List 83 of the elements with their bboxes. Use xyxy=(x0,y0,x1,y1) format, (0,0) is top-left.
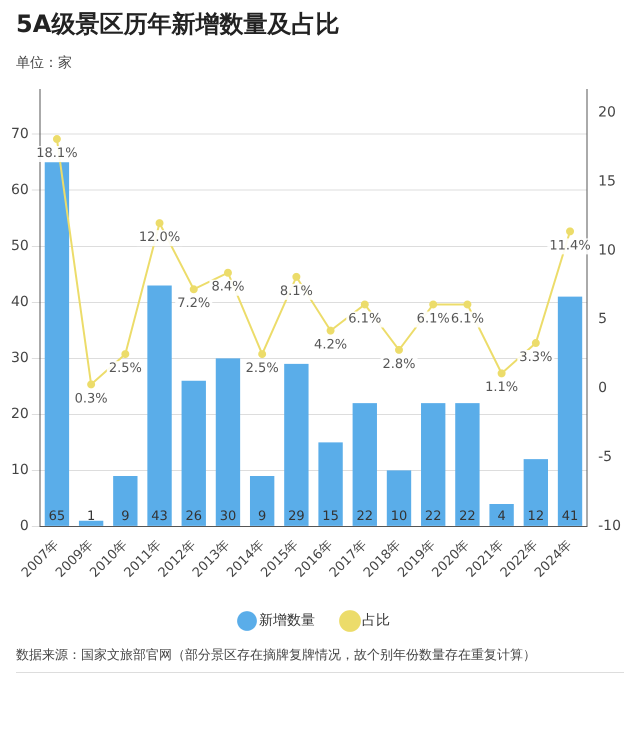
bar xyxy=(78,520,104,526)
data-label: 22 xyxy=(459,508,476,524)
legend-label: 新增数量 xyxy=(259,612,315,629)
point xyxy=(498,369,506,378)
data-label: 4.2% xyxy=(314,338,348,353)
data-label: 22 xyxy=(424,508,442,524)
y2-tick-label: -5 xyxy=(598,449,612,466)
y2-tick-label: -10 xyxy=(598,518,622,534)
legend-label: 占比 xyxy=(362,612,390,629)
data-label: 4 xyxy=(497,508,506,524)
point xyxy=(190,285,198,294)
data-label: 43 xyxy=(151,508,168,524)
data-label: 8.1% xyxy=(280,284,313,299)
bar xyxy=(558,296,582,526)
y2-tick-label: 10 xyxy=(598,242,616,258)
point xyxy=(87,380,96,388)
point xyxy=(326,326,335,335)
data-label: 1 xyxy=(86,508,96,524)
data-label: 9 xyxy=(121,508,130,524)
data-label: 10 xyxy=(390,508,408,524)
y2-tick-label: 5 xyxy=(598,311,608,328)
point xyxy=(52,135,61,144)
y2-tick-label: 20 xyxy=(598,104,616,120)
data-label: 41 xyxy=(562,508,578,524)
y-tick-label: 50 xyxy=(10,238,29,254)
bar xyxy=(147,285,172,526)
data-label: 26 xyxy=(185,508,202,524)
point xyxy=(532,339,540,348)
data-label: 30 xyxy=(220,508,236,524)
y2-tick-label: 0 xyxy=(598,380,608,396)
data-label: 0.3% xyxy=(74,391,108,406)
bar xyxy=(455,403,480,526)
data-label: 2.8% xyxy=(382,356,416,372)
bar xyxy=(318,442,343,526)
bar xyxy=(524,459,548,526)
y-tick-label: 20 xyxy=(10,406,29,422)
data-label: 1.1% xyxy=(485,380,518,396)
data-label: 6.1% xyxy=(450,311,484,326)
y-tick-label: 10 xyxy=(10,462,29,478)
data-label: 29 xyxy=(288,508,305,524)
point xyxy=(156,219,164,228)
bar xyxy=(216,358,240,526)
point xyxy=(292,272,300,281)
y2-tick-label: 15 xyxy=(598,173,616,190)
data-label: 11.4% xyxy=(549,238,591,254)
data-label: 7.2% xyxy=(177,296,210,312)
y-tick-label: 70 xyxy=(10,126,29,142)
data-label: 15 xyxy=(322,508,339,524)
bar xyxy=(352,403,377,526)
point xyxy=(566,227,574,236)
bar xyxy=(489,504,514,526)
point xyxy=(463,300,472,308)
y-tick-label: 40 xyxy=(10,294,29,310)
data-label: 2.5% xyxy=(108,360,142,376)
point xyxy=(121,350,130,358)
data-label: 6.1% xyxy=(416,311,450,326)
point xyxy=(429,300,438,308)
chart-title: 5A级景区历年新增数量及占比 xyxy=(16,9,340,40)
chart-subtitle: 单位：家 xyxy=(16,54,73,72)
data-label: 65 xyxy=(48,508,66,524)
data-label: 3.3% xyxy=(519,350,552,365)
data-label: 22 xyxy=(356,508,374,524)
bar xyxy=(421,403,446,526)
y-tick-label: 60 xyxy=(10,182,29,198)
bar xyxy=(284,364,309,526)
bar xyxy=(386,470,412,526)
source-note: 数据来源：国家文旅部官网（部分景区存在摘牌复牌情况，故个别年份数量存在重复计算） xyxy=(16,646,624,673)
bar xyxy=(113,476,138,526)
point xyxy=(258,350,266,358)
point xyxy=(224,268,232,277)
data-label: 6.1% xyxy=(348,311,382,326)
data-label: 18.1% xyxy=(36,146,78,161)
data-label: 9 xyxy=(258,508,266,524)
bar xyxy=(250,476,274,526)
data-label: 2.5% xyxy=(246,360,279,376)
point xyxy=(360,300,369,308)
data-label: 12 xyxy=(528,508,544,524)
data-label: 8.4% xyxy=(211,280,244,295)
data-label: 12.0% xyxy=(138,230,180,245)
y-tick-label: 0 xyxy=(20,518,29,534)
bar xyxy=(182,380,206,526)
point xyxy=(394,346,403,354)
y-tick-label: 30 xyxy=(10,350,29,366)
